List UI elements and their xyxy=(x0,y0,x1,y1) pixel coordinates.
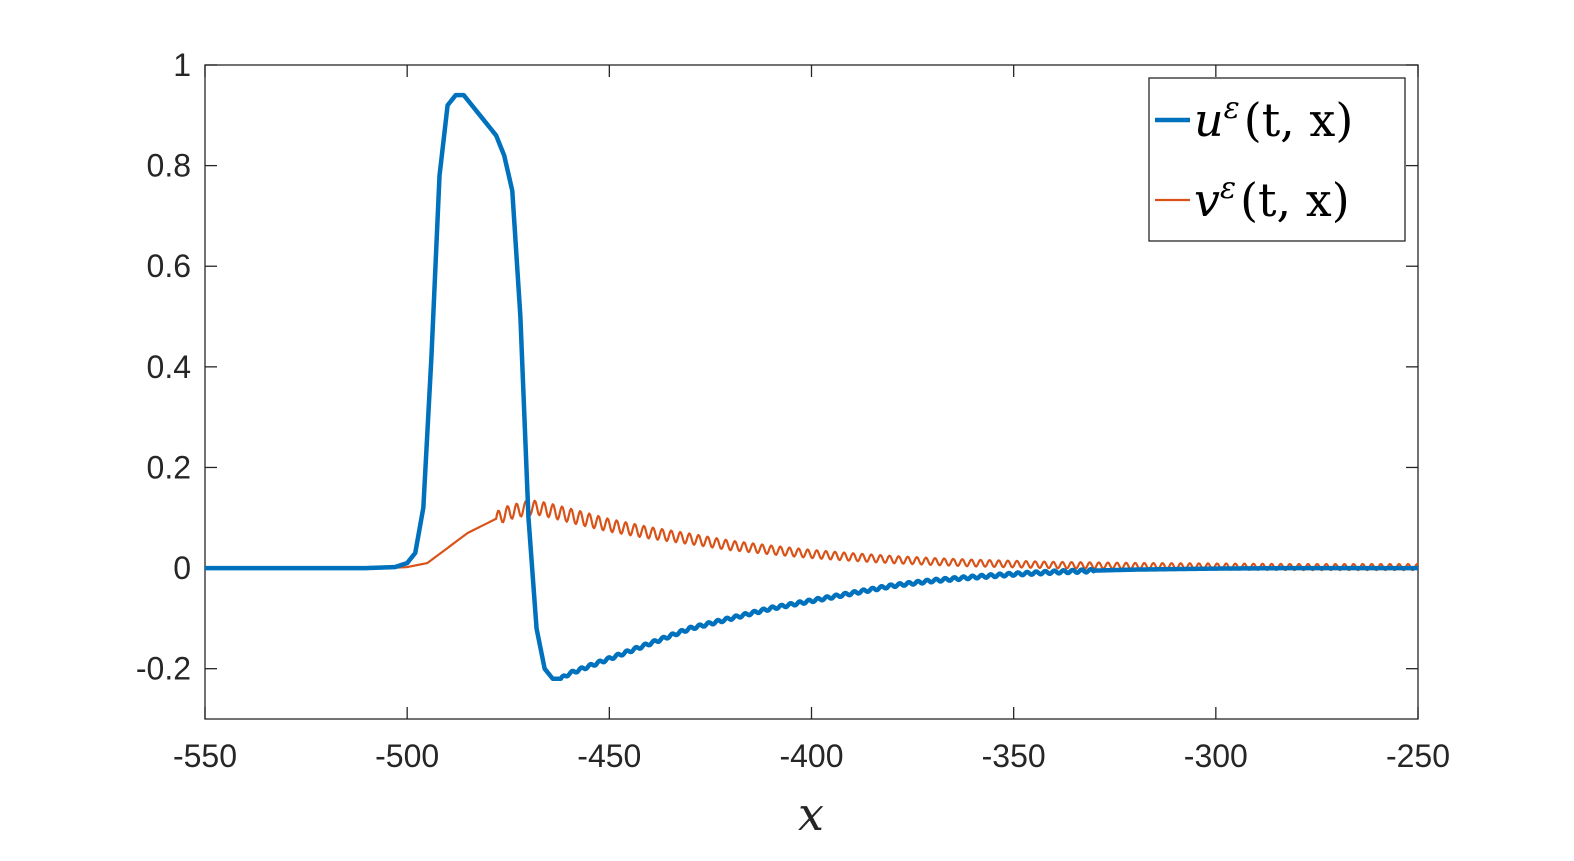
legend: uε(t, x) vε(t, x) xyxy=(1148,77,1406,242)
y-tick-label: 0 xyxy=(173,550,191,586)
x-axis-label: x xyxy=(798,787,824,841)
x-tick-label: -550 xyxy=(173,738,237,774)
y-tick-label: 1 xyxy=(173,47,191,83)
legend-u-var: u xyxy=(1194,93,1224,147)
legend-box xyxy=(1148,77,1406,242)
x-tick-label: -400 xyxy=(779,738,843,774)
legend-u-sup: ε xyxy=(1224,91,1240,126)
ticks: -550 -500 -450 -400 -350 -300 -250 -0.2 0 0.2 0.4 0… xyxy=(136,47,1450,774)
series-layer xyxy=(203,92,1420,681)
y-tick-label: 0.4 xyxy=(147,349,191,385)
legend-entry-u: uε(t, x) xyxy=(1194,91,1353,147)
series-line-u xyxy=(203,92,1420,681)
legend-entry-v: vε(t, x) xyxy=(1194,171,1350,227)
legend-v-sup: ε xyxy=(1220,171,1236,206)
y-tick-label: 0.6 xyxy=(147,248,191,284)
x-tick-label: -450 xyxy=(577,738,641,774)
legend-u-args: (t, x) xyxy=(1244,93,1354,147)
x-tick-label: -350 xyxy=(982,738,1046,774)
legend-v-args: (t, x) xyxy=(1240,173,1350,227)
legend-v-var: v xyxy=(1194,173,1220,227)
x-tick-label: -300 xyxy=(1184,738,1248,774)
series-line-v xyxy=(204,499,1419,572)
y-tick-label: 0.8 xyxy=(147,148,191,184)
y-tick-label: 0.2 xyxy=(147,449,191,485)
y-tick-label: -0.2 xyxy=(136,651,191,687)
x-tick-label: -500 xyxy=(375,738,439,774)
x-tick-label: -250 xyxy=(1386,738,1450,774)
